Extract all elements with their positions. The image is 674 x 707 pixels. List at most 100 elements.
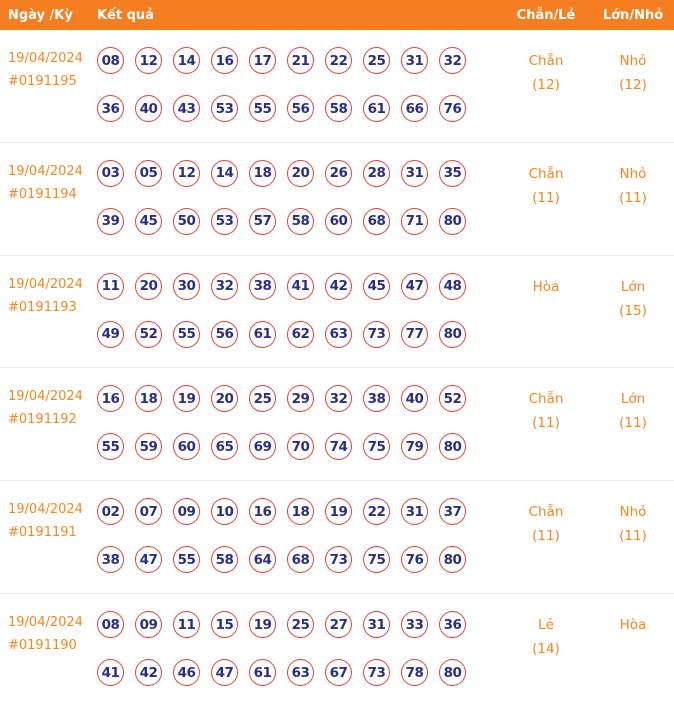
lonnho-value: Nhỏ <box>619 165 647 182</box>
number-ball: 31 <box>401 498 428 526</box>
lonnho-stat: Nhỏ (12) <box>592 47 674 142</box>
number-ball: 61 <box>249 659 276 687</box>
ball-line: 38 47 55 58 64 68 73 75 76 80 <box>88 546 500 574</box>
number-ball: 36 <box>439 611 466 639</box>
lonnho-stat: Nhỏ (11) <box>592 498 674 593</box>
ball-line: 39 45 50 53 57 58 60 68 71 80 <box>88 207 500 235</box>
number-ball: 42 <box>325 272 352 300</box>
lonnho-value: Lớn <box>620 391 646 408</box>
lonnho-count: (15) <box>619 302 647 319</box>
result-numbers: 02 07 09 10 16 18 19 22 31 37 38 47 55 58 64 68 73 75 76 8… <box>88 498 500 593</box>
result-numbers: 11 20 30 32 38 41 42 45 47 48 49 52 55 56 61 62 63 73 77 8… <box>88 272 500 368</box>
number-ball: 25 <box>249 385 276 413</box>
result-row: 19/04/2024 #0191192 16 18 19 20 25 29 32 38 40 52… <box>0 368 674 482</box>
lonnho-value: Nhỏ <box>619 53 647 69</box>
number-ball: 40 <box>401 385 428 413</box>
number-ball: 18 <box>287 498 314 526</box>
number-ball: 35 <box>439 159 466 187</box>
number-ball: 55 <box>173 320 200 348</box>
number-ball: 76 <box>401 546 428 574</box>
lonnho-value: Lớn <box>620 278 646 295</box>
ball-line: 08 09 11 15 19 25 27 31 33 36 <box>88 611 500 639</box>
number-ball: 25 <box>363 47 390 74</box>
number-ball: 38 <box>97 546 124 574</box>
number-ball: 19 <box>325 498 352 526</box>
number-ball: 80 <box>439 320 466 348</box>
number-ball: 30 <box>173 272 200 300</box>
draw-date: 19/04/2024 <box>8 502 83 518</box>
number-ball: 58 <box>287 207 314 235</box>
results-table-body: 19/04/2024 #0191195 08 12 14 16 17 21 22 25 31 32… <box>0 30 674 707</box>
number-ball: 56 <box>287 95 314 122</box>
chanle-count: (11) <box>532 189 560 206</box>
number-ball: 20 <box>287 159 314 187</box>
draw-id: #0191190 <box>8 638 77 654</box>
number-ball: 22 <box>325 47 352 74</box>
draw-info: 19/04/2024 #0191190 <box>0 611 88 707</box>
lonnho-count: (12) <box>619 77 647 93</box>
chanle-count: (11) <box>532 415 560 432</box>
result-row: 19/04/2024 #0191191 02 07 09 10 16 18 19 22 31 37… <box>0 481 674 595</box>
number-ball: 73 <box>325 546 352 574</box>
number-ball: 75 <box>363 433 390 461</box>
number-ball: 55 <box>173 546 200 574</box>
number-ball: 45 <box>363 272 390 300</box>
ball-line: 41 42 46 47 61 63 67 73 78 80 <box>88 659 500 687</box>
number-ball: 63 <box>325 320 352 348</box>
number-ball: 09 <box>135 611 162 639</box>
number-ball: 52 <box>135 320 162 348</box>
number-ball: 77 <box>401 320 428 348</box>
number-ball: 68 <box>287 546 314 574</box>
ball-line: 02 07 09 10 16 18 19 22 31 37 <box>88 498 500 526</box>
draw-info: 19/04/2024 #0191191 <box>0 498 88 593</box>
ball-line: 03 05 12 14 18 20 26 28 31 35 <box>88 159 500 187</box>
number-ball: 19 <box>173 385 200 413</box>
number-ball: 09 <box>173 498 200 526</box>
number-ball: 08 <box>97 611 124 639</box>
number-ball: 50 <box>173 207 200 235</box>
result-row: 19/04/2024 #0191194 03 05 12 14 18 20 26 28 31 35… <box>0 143 674 256</box>
number-ball: 46 <box>173 659 200 687</box>
result-numbers: 08 12 14 16 17 21 22 25 31 32 36 40 43 53 55 56 58 61 66 7… <box>88 47 500 142</box>
number-ball: 70 <box>287 433 314 461</box>
chanle-stat: Chẵn (11) <box>500 160 592 255</box>
number-ball: 37 <box>439 498 466 526</box>
result-row: 19/04/2024 #0191193 11 20 30 32 38 41 42 45 47 48… <box>0 256 674 369</box>
number-ball: 63 <box>287 659 314 687</box>
number-ball: 22 <box>363 498 390 526</box>
header-chanle-col: Chẵn/Lẻ <box>516 7 576 23</box>
number-ball: 14 <box>211 159 238 187</box>
number-ball: 41 <box>97 659 124 687</box>
lonnho-count: (11) <box>619 189 647 206</box>
header-date-col: Ngày /Kỳ <box>8 7 73 23</box>
number-ball: 38 <box>363 385 390 413</box>
number-ball: 69 <box>249 433 276 461</box>
draw-date: 19/04/2024 <box>8 51 83 66</box>
number-ball: 80 <box>439 546 466 574</box>
number-ball: 60 <box>325 207 352 235</box>
draw-date: 19/04/2024 <box>8 276 83 292</box>
number-ball: 18 <box>135 385 162 413</box>
number-ball: 17 <box>249 47 276 74</box>
number-ball: 18 <box>249 159 276 187</box>
chanle-value: Chẵn <box>528 53 564 69</box>
number-ball: 78 <box>401 659 428 687</box>
number-ball: 55 <box>249 95 276 122</box>
lonnho-stat: Lớn (11) <box>592 385 674 480</box>
number-ball: 32 <box>439 47 466 74</box>
number-ball: 57 <box>249 207 276 235</box>
ball-line: 08 12 14 16 17 21 22 25 31 32 <box>88 47 500 74</box>
draw-date: 19/04/2024 <box>8 163 83 179</box>
chanle-stat: Chẵn (11) <box>500 498 592 593</box>
number-ball: 47 <box>135 546 162 574</box>
number-ball: 58 <box>325 95 352 122</box>
number-ball: 20 <box>211 385 238 413</box>
chanle-value: Chẵn <box>528 165 564 182</box>
number-ball: 10 <box>211 498 238 526</box>
number-ball: 68 <box>363 207 390 235</box>
number-ball: 80 <box>439 433 466 461</box>
number-ball: 59 <box>135 433 162 461</box>
ball-line: 16 18 19 20 25 29 32 38 40 52 <box>88 385 500 413</box>
number-ball: 43 <box>173 95 200 122</box>
